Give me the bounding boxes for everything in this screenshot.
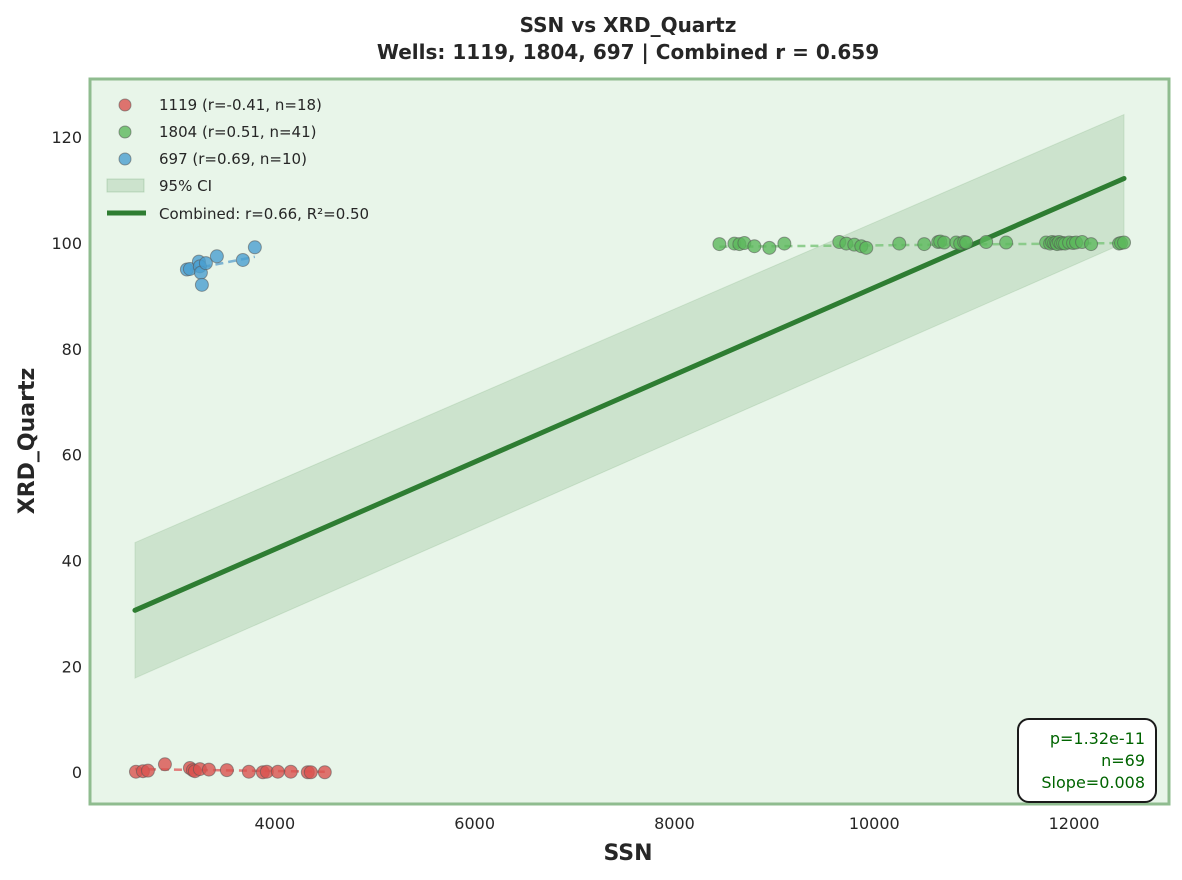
y-tick-label: 60 xyxy=(62,446,82,465)
x-tick-label: 6000 xyxy=(454,814,495,833)
data-point-1119 xyxy=(157,757,172,772)
stats-slope: Slope=0.008 xyxy=(1041,773,1145,792)
data-point-1804 xyxy=(1117,235,1132,250)
y-tick-label: 100 xyxy=(51,234,82,253)
legend-label-1804: 1804 (r=0.51, n=41) xyxy=(159,123,316,141)
data-point-697 xyxy=(247,240,262,255)
data-point-1119 xyxy=(303,765,318,780)
y-tick-label: 120 xyxy=(51,128,82,147)
legend-marker-1119 xyxy=(118,98,132,112)
stats-box: p=1.32e-11 n=69 Slope=0.008 xyxy=(1017,718,1157,803)
data-point-1119 xyxy=(201,762,216,777)
x-tick-label: 8000 xyxy=(654,814,695,833)
legend: 1119 (r=-0.41, n=18) 1804 (r=0.51, n=41)… xyxy=(106,96,369,223)
data-point-1804 xyxy=(747,239,762,254)
data-point-1119 xyxy=(241,764,256,779)
data-point-1119 xyxy=(219,763,234,778)
stats-n: n=69 xyxy=(1101,751,1145,770)
data-point-1804 xyxy=(937,235,952,250)
y-tick-label: 0 xyxy=(72,763,82,782)
data-point-1804 xyxy=(712,237,727,252)
data-point-1804 xyxy=(979,234,994,249)
data-point-1804 xyxy=(917,237,932,252)
legend-marker-1804 xyxy=(118,125,132,139)
data-point-1119 xyxy=(283,764,298,779)
x-tick-label: 10000 xyxy=(849,814,900,833)
data-point-1804 xyxy=(959,235,974,250)
legend-marker-ci xyxy=(106,178,145,193)
x-tick-label: 12000 xyxy=(1049,814,1100,833)
data-point-1804 xyxy=(762,240,777,255)
data-point-697 xyxy=(198,256,213,271)
legend-label-combined: Combined: r=0.66, R²=0.50 xyxy=(159,205,369,223)
y-tick-label: 80 xyxy=(62,340,82,359)
data-point-1804 xyxy=(999,235,1014,250)
y-tick-label: 20 xyxy=(62,657,82,676)
plot-border xyxy=(88,77,1171,806)
plot-area xyxy=(90,79,1169,804)
data-point-1804 xyxy=(1084,237,1099,252)
data-point-697 xyxy=(209,249,224,264)
x-axis-label: SSN xyxy=(603,841,652,866)
legend-label-1119: 1119 (r=-0.41, n=18) xyxy=(159,96,322,114)
chart-title: SSN vs XRD_Quartz xyxy=(520,13,737,37)
data-point-697 xyxy=(194,277,209,292)
stats-box-frame xyxy=(1017,718,1157,803)
data-point-1119 xyxy=(270,764,285,779)
x-tick-label: 4000 xyxy=(254,814,295,833)
data-point-1119 xyxy=(140,763,155,778)
y-axis-label: XRD_Quartz xyxy=(15,368,40,515)
chart-subtitle: Wells: 1119, 1804, 697 | Combined r = 0.… xyxy=(377,40,879,64)
legend-label-ci: 95% CI xyxy=(159,177,212,195)
y-tick-label: 40 xyxy=(62,552,82,571)
stats-p-value: p=1.32e-11 xyxy=(1050,729,1145,748)
data-point-1804 xyxy=(859,240,874,255)
data-point-1119 xyxy=(317,765,332,780)
legend-marker-697 xyxy=(118,152,132,166)
data-point-1804 xyxy=(892,236,907,251)
legend-label-697: 697 (r=0.69, n=10) xyxy=(159,150,307,168)
data-point-1804 xyxy=(777,236,792,251)
data-point-697 xyxy=(235,252,250,267)
